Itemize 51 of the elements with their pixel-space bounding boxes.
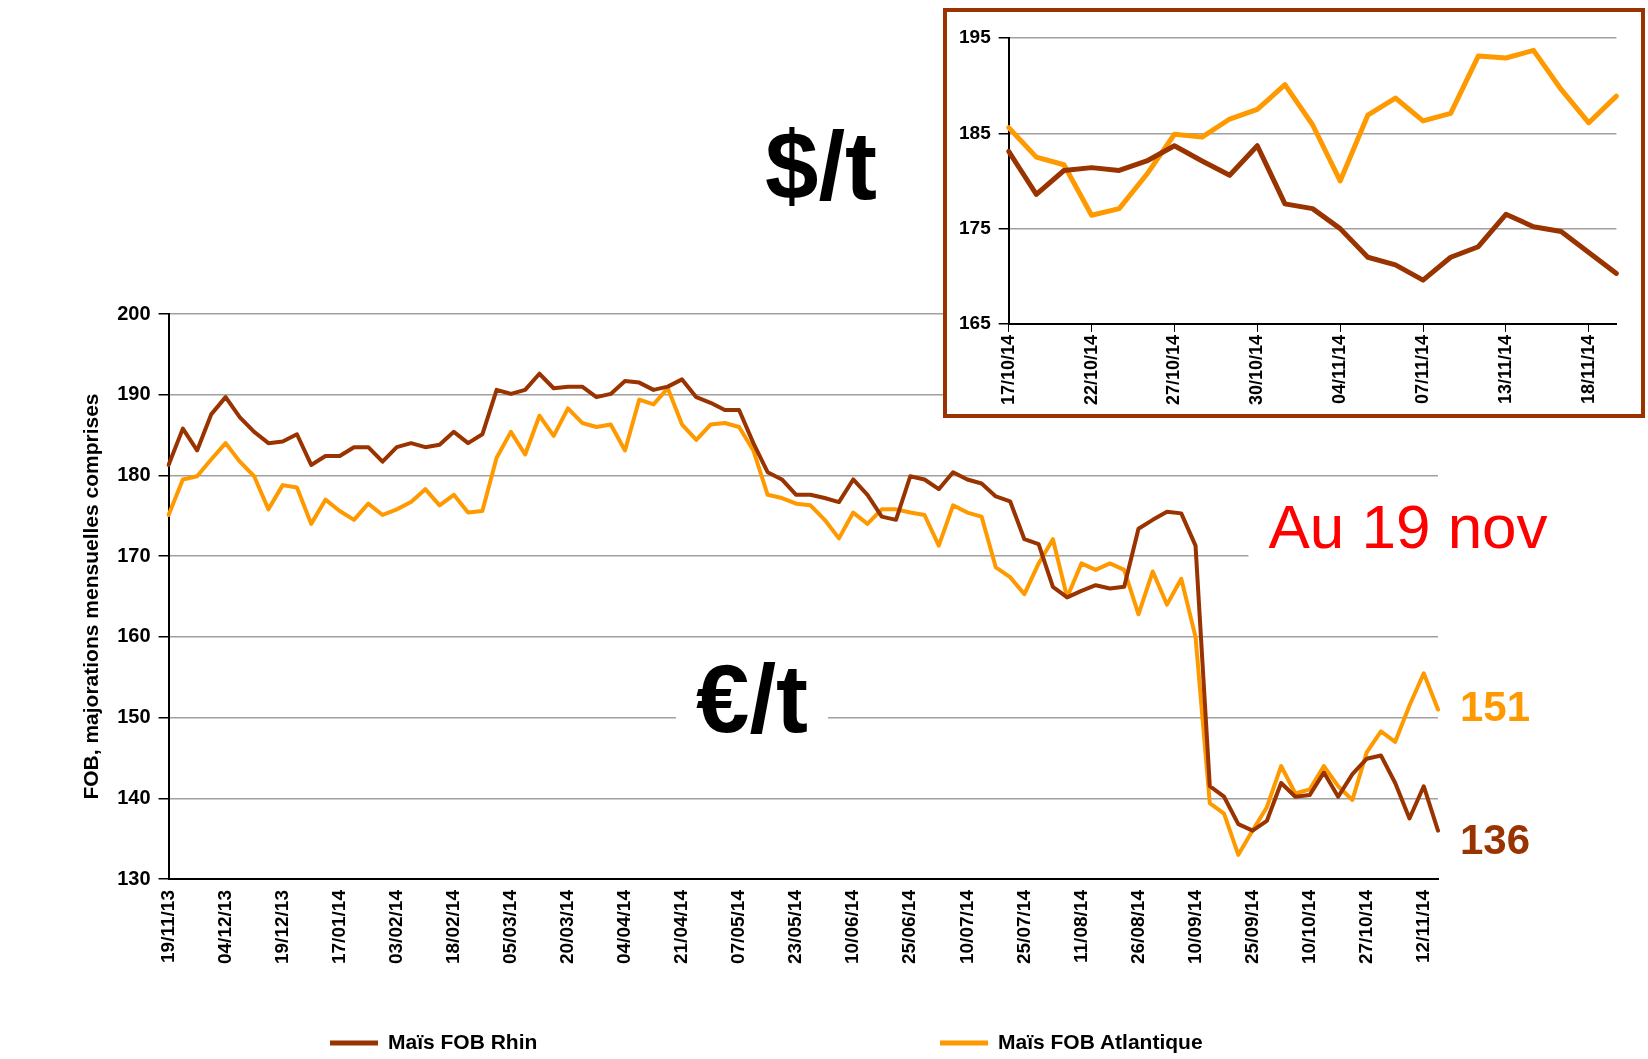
x-tick-label: 03/02/14	[385, 889, 407, 965]
x-tick-label: 04/04/14	[613, 889, 635, 965]
x-tick-label: 19/11/13	[156, 890, 178, 963]
x-tick-label: 25/07/14	[1012, 889, 1034, 965]
x-tick-label: 17/10/14	[997, 334, 1018, 406]
x-tick-label: 10/09/14	[1183, 889, 1205, 965]
x-tick-label: 18/11/14	[1577, 334, 1598, 405]
x-tick-label: 23/05/14	[784, 889, 806, 965]
x-tick-label: 04/12/13	[213, 890, 235, 965]
x-tick-label: 18/02/14	[442, 889, 464, 965]
y-tick-label: 185	[959, 121, 992, 143]
legend-label: Maïs FOB Atlantique	[998, 1029, 1203, 1053]
x-tick-label: 10/07/14	[955, 889, 977, 965]
legend-label: Maïs FOB Rhin	[388, 1029, 538, 1053]
x-tick-label: 07/11/14	[1412, 334, 1433, 405]
y-tick-label: 140	[117, 785, 151, 808]
x-tick-label: 12/11/14	[1411, 889, 1433, 963]
data-label: 136	[1460, 816, 1531, 864]
text: $/t	[765, 112, 878, 219]
y-tick-label: 175	[959, 216, 992, 238]
y-tick-label: 130	[117, 866, 151, 889]
y-axis-title: FOB, majorations mensuelles comprises	[79, 393, 103, 800]
x-tick-label: 05/03/14	[499, 889, 521, 965]
x-tick-label: 25/06/14	[898, 889, 920, 965]
y-tick-label: 180	[117, 462, 151, 485]
x-tick-label: 25/09/14	[1240, 889, 1262, 965]
x-tick-label: 07/05/14	[727, 889, 749, 965]
x-tick-label: 10/10/14	[1297, 889, 1319, 965]
y-tick-label: 195	[959, 26, 992, 48]
annotation: €/t	[695, 645, 809, 753]
x-tick-label: 27/10/14	[1163, 334, 1184, 406]
x-tick-label: 19/12/13	[270, 890, 292, 965]
y-tick-label: 170	[117, 543, 151, 566]
y-tick-label: 150	[117, 705, 151, 728]
x-tick-label: 04/11/14	[1329, 334, 1350, 405]
x-tick-label: 27/10/14	[1354, 889, 1376, 965]
y-tick-label: 190	[117, 382, 151, 405]
x-tick-label: 26/08/14	[1126, 889, 1148, 965]
annotation: Au 19 nov	[1268, 492, 1548, 562]
y-tick-label: 160	[117, 624, 151, 647]
x-tick-label: 21/04/14	[670, 889, 692, 965]
x-tick-label: 13/11/14	[1494, 334, 1515, 405]
x-tick-label: 22/10/14	[1080, 334, 1101, 406]
y-tick-label: 165	[959, 312, 992, 334]
x-tick-label: 10/06/14	[841, 889, 863, 965]
x-tick-label: 20/03/14	[556, 889, 578, 965]
x-tick-label: 30/10/14	[1246, 334, 1267, 406]
x-tick-label: 11/08/14	[1069, 889, 1091, 963]
x-tick-label: 17/01/14	[327, 889, 349, 965]
y-tick-label: 200	[117, 301, 151, 324]
data-label: 151	[1460, 683, 1531, 731]
